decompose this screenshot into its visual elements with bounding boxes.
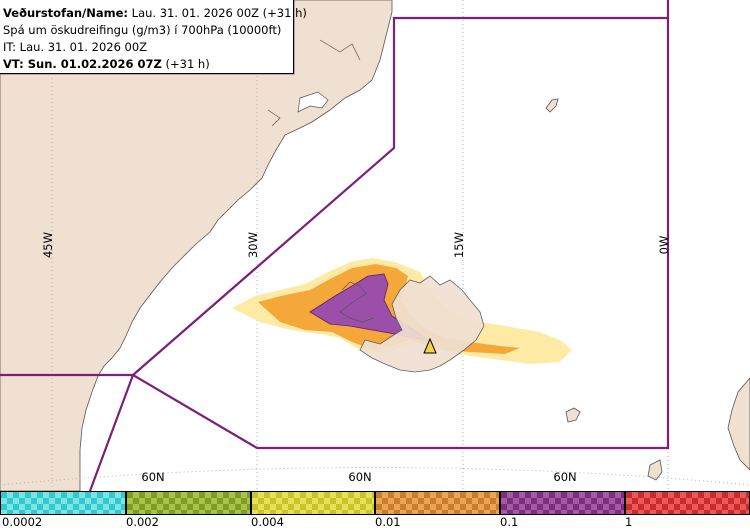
- volcano-marker: [423, 337, 437, 354]
- legend-colorbar: [0, 491, 750, 515]
- ash-dispersion-map: 45W 30W 15W 0W 60N 60N 60N: [0, 0, 750, 491]
- forecast-info-box: Veðurstofan/Name: Lau. 31. 01. 2026 00Z …: [0, 0, 307, 74]
- legend-label-0: 0.0002: [2, 515, 43, 529]
- legend-labels: 0.0002 0.002 0.004 0.01 0.1 1: [0, 515, 750, 532]
- advisory-boundary-greenland: [88, 374, 135, 491]
- legend-swatch-1: [0, 491, 126, 515]
- longitude-label-45w: 45W: [41, 232, 55, 258]
- latitude-label-60n-east: 60N: [553, 470, 576, 484]
- latitude-label-60n-center: 60N: [348, 470, 371, 484]
- legend-label-3: 0.01: [375, 515, 401, 529]
- info-line-description: Spá um öskudreifingu (g/m3) í 700hPa (10…: [3, 23, 282, 37]
- jan-mayen-island: [545, 98, 559, 113]
- ash-plume-orange: [258, 264, 520, 354]
- greenland-fjord: [297, 91, 329, 113]
- info-line-initial-time: IT: Lau. 31. 01. 2026 00Z: [3, 40, 148, 54]
- lead-time: (+31 h): [161, 57, 210, 71]
- greenland-landmass: [0, 0, 393, 491]
- agency-label: Veðurstofan/Name:: [3, 6, 128, 20]
- latitude-label-60n-west: 60N: [141, 470, 164, 484]
- greenland-fjord-2: [267, 39, 361, 127]
- valid-time: VT: Sun. 01.02.2026 07Z: [3, 57, 162, 71]
- scotland-coast: [647, 459, 663, 481]
- iceland-landmass: [359, 275, 485, 373]
- advisory-boundary: [0, 0, 670, 377]
- graticule: [0, 0, 750, 491]
- legend-swatch-3: [251, 491, 375, 515]
- run-time: Lau. 31. 01. 2026 00Z (+31 h): [128, 6, 307, 20]
- legend-label-1: 0.002: [126, 515, 159, 529]
- longitude-label-0w: 0W: [657, 236, 671, 255]
- faroe-islands: [565, 407, 581, 423]
- legend-label-5: 1: [625, 515, 633, 529]
- legend-swatch-4: [375, 491, 500, 515]
- longitude-label-30w: 30W: [246, 232, 260, 258]
- legend-swatch-2: [126, 491, 251, 515]
- legend-label-2: 0.004: [251, 515, 284, 529]
- norway-coast: [727, 377, 750, 471]
- legend-label-4: 0.1: [500, 515, 519, 529]
- longitude-label-15w: 15W: [452, 232, 466, 258]
- legend-swatch-5: [500, 491, 625, 515]
- legend-swatch-6: [625, 491, 750, 515]
- west-fjords: [339, 281, 375, 323]
- info-line-valid-time: VT: Sun. 01.02.2026 07Z (+31 h): [3, 56, 293, 73]
- advisory-boundary-south: [132, 18, 670, 450]
- info-line-name: Veðurstofan/Name: Lau. 31. 01. 2026 00Z …: [3, 5, 307, 22]
